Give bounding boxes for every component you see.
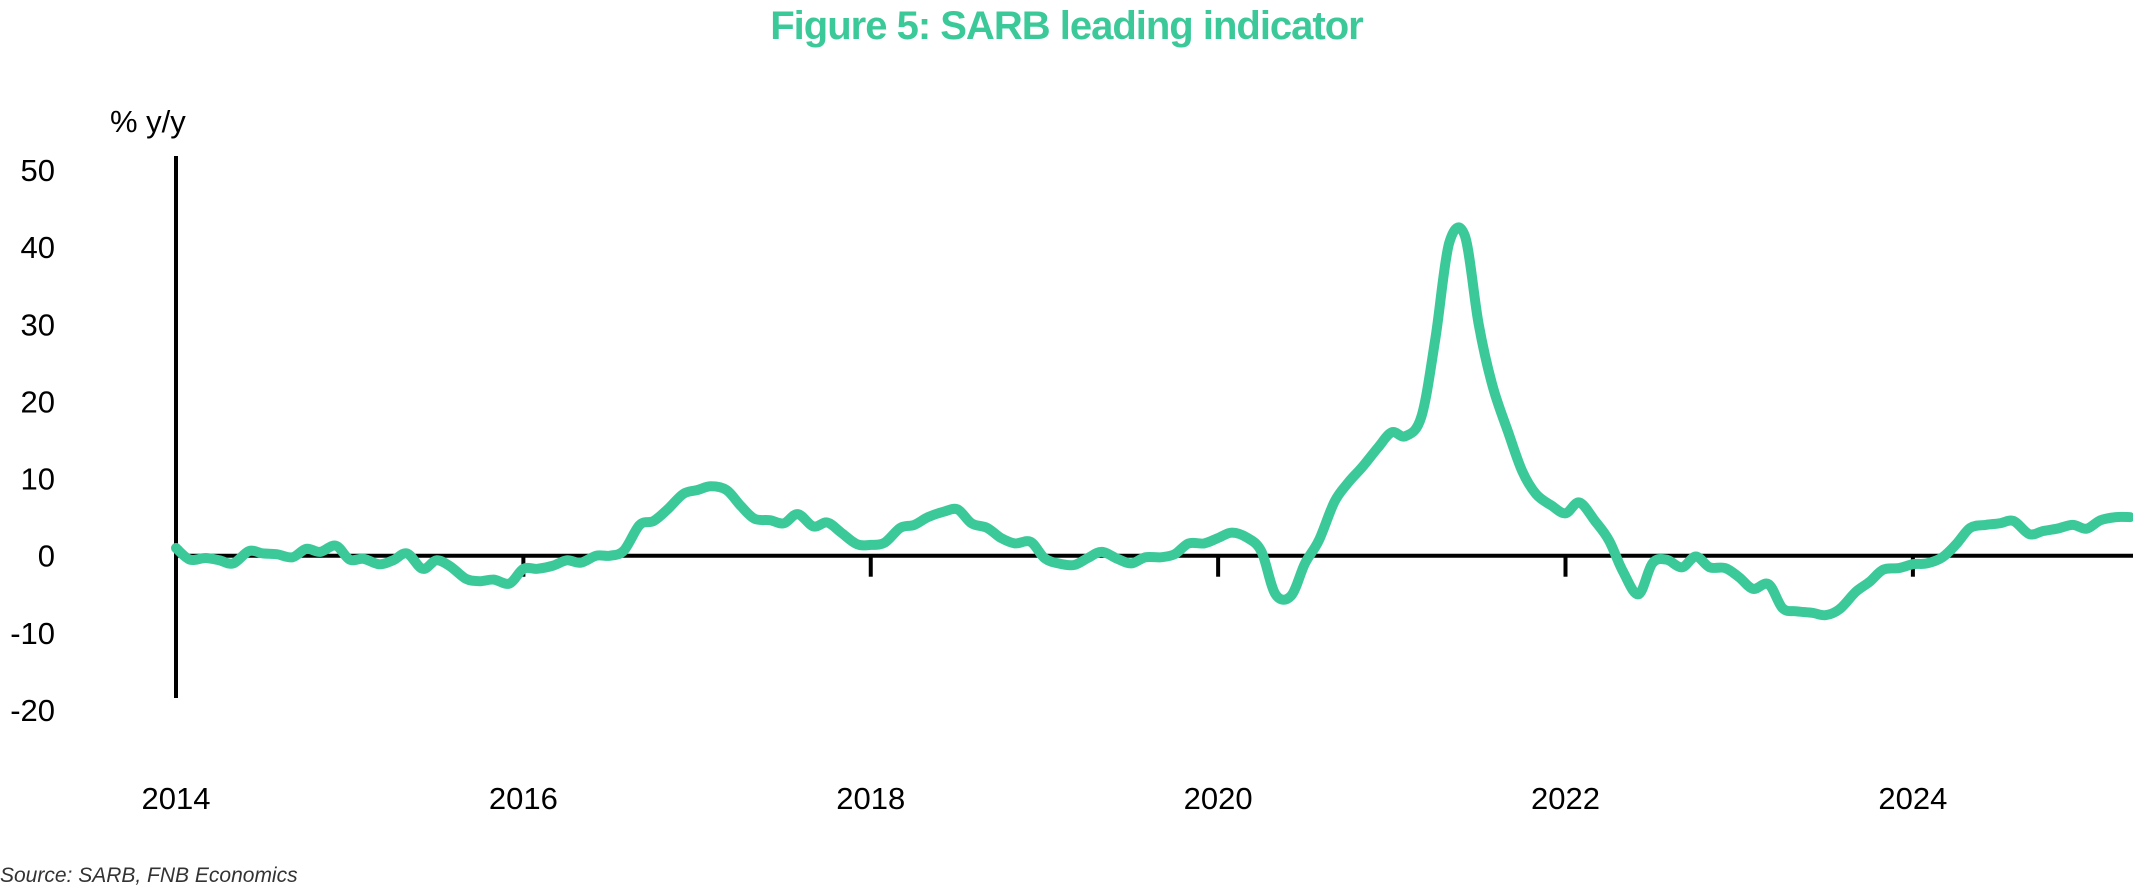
x-tick-label: 2014 [142, 781, 211, 816]
series-line [171, 222, 2133, 621]
chart-title: Figure 5: SARB leading indicator [770, 4, 1364, 48]
y-tick-label: 40 [21, 230, 55, 265]
y-tick-label: -20 [10, 693, 55, 728]
x-tick-label: 2024 [1878, 781, 1947, 816]
x-tick-label: 2020 [1184, 781, 1253, 816]
x-tick-label: 2018 [836, 781, 905, 816]
y-tick-label: 20 [21, 384, 55, 419]
x-tick-label: 2016 [489, 781, 558, 816]
y-tick-label: 30 [21, 307, 55, 342]
y-tick-labels: 50 40 30 20 10 0 -10 -20 [10, 153, 55, 728]
y-tick-label: -10 [10, 616, 55, 651]
y-tick-label: 10 [21, 462, 55, 497]
x-tick-label: 2022 [1531, 781, 1600, 816]
y-tick-label: 0 [38, 539, 55, 574]
x-ticks: 2014 2016 2018 2020 2022 2024 [142, 555, 1947, 816]
y-tick-label: 50 [21, 153, 55, 188]
source-note: Source: SARB, FNB Economics [0, 864, 298, 887]
y-axis-label: % y/y [110, 104, 186, 139]
